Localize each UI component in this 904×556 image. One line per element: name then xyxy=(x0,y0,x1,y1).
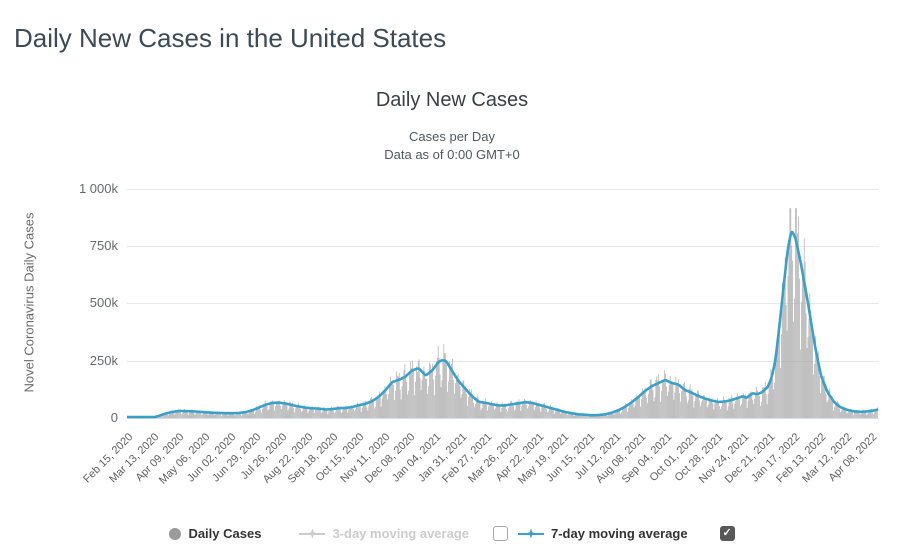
chart-subtitle: Cases per Day Data as of 0:00 GMT+0 xyxy=(0,128,904,164)
legend-label-7day-average: 7-day moving average xyxy=(551,526,688,541)
legend-item-3day-average[interactable]: 3-day moving average xyxy=(299,526,469,541)
y-axis-tick-label: 0 xyxy=(110,410,118,425)
chart-subtitle-line1: Cases per Day xyxy=(409,129,495,144)
daily-cases-marker-icon xyxy=(169,527,182,540)
3day-average-marker-icon xyxy=(299,527,326,541)
7day-average-marker-icon xyxy=(518,527,544,541)
y-axis-tick-label: 1 000k xyxy=(78,180,118,196)
chart-subtitle-line2: Data as of 0:00 GMT+0 xyxy=(384,147,520,162)
7day-average-checkbox[interactable]: ✓ xyxy=(719,526,735,541)
legend-item-7day-average[interactable]: 7-day moving average xyxy=(518,526,688,541)
y-axis-tick-label: 750k xyxy=(89,238,118,253)
legend-label-3day-average: 3-day moving average xyxy=(332,526,469,541)
chart-plot-area[interactable] xyxy=(127,180,879,428)
page-title: Daily New Cases in the United States xyxy=(14,23,447,54)
7day-average-line xyxy=(127,230,879,419)
y-axis-tick-label: 250k xyxy=(89,352,118,368)
chart-title: Daily New Cases xyxy=(375,89,529,111)
daily-cases-bars xyxy=(143,208,878,418)
3day-average-checkbox[interactable] xyxy=(493,526,508,541)
gridlines xyxy=(127,189,879,419)
legend-label-daily-cases: Daily Cases xyxy=(188,526,262,541)
legend-item-daily-cases[interactable]: Daily Cases xyxy=(169,526,261,541)
chart-legend: Daily Cases 3-day moving average 7-day m… xyxy=(0,526,904,541)
y-axis-tick-label: 500k xyxy=(89,295,118,311)
